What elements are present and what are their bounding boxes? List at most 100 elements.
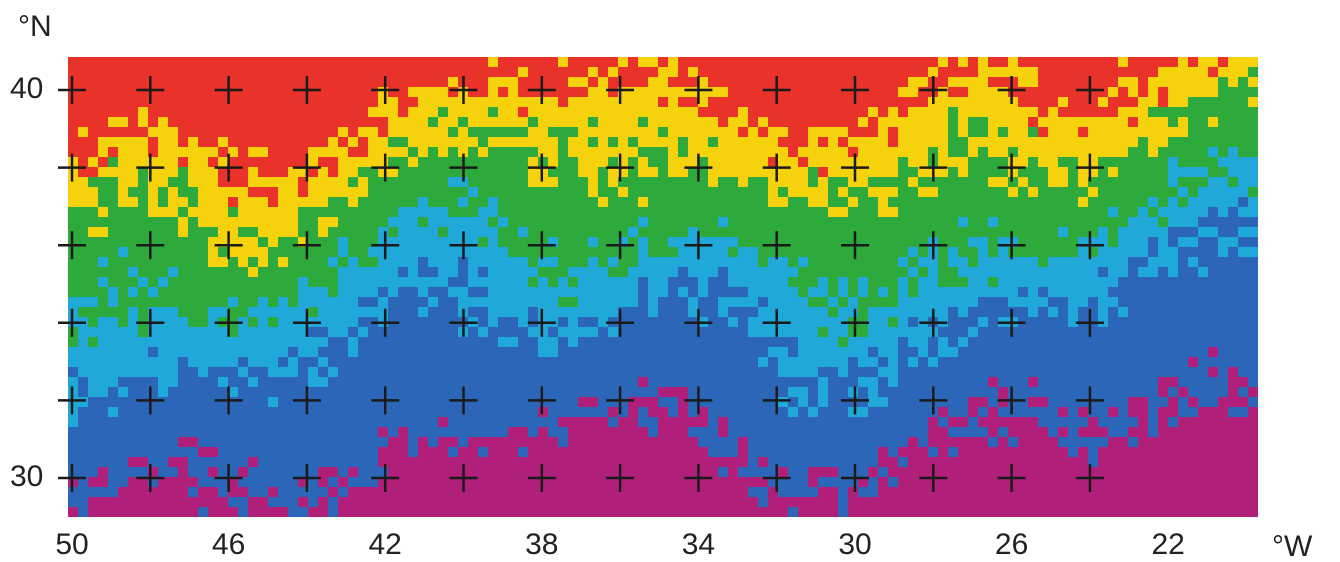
field-cell [108, 137, 118, 147]
field-cell [308, 307, 318, 317]
field-cell [1238, 57, 1248, 67]
field-cell [148, 437, 158, 447]
field-cell [658, 237, 668, 247]
field-cell [1138, 297, 1148, 307]
field-cell [1138, 247, 1148, 257]
field-cell [248, 77, 258, 87]
field-cell [558, 367, 568, 377]
field-cell [568, 337, 578, 347]
field-cell [388, 257, 398, 267]
field-cell [818, 227, 828, 237]
field-cell [278, 247, 288, 257]
field-cell [258, 87, 268, 97]
field-cell [378, 247, 388, 257]
field-cell [738, 407, 748, 417]
field-cell [668, 97, 678, 107]
field-cell [678, 407, 688, 417]
field-cell [958, 117, 968, 127]
field-cell [828, 227, 838, 237]
field-cell [818, 127, 828, 137]
field-cell [378, 157, 388, 167]
field-cell [668, 447, 678, 457]
field-cell [748, 57, 758, 67]
field-cell [1188, 327, 1198, 337]
field-cell [1108, 317, 1118, 327]
field-cell [1188, 317, 1198, 327]
field-cell [468, 467, 478, 477]
field-cell [408, 87, 418, 97]
field-cell [378, 417, 388, 427]
field-cell [318, 417, 328, 427]
field-cell [1168, 227, 1178, 237]
field-cell [1038, 147, 1048, 157]
field-cell [1138, 417, 1148, 427]
field-cell [388, 127, 398, 137]
field-cell [828, 97, 838, 107]
field-cell [1218, 377, 1228, 387]
field-cell [938, 207, 948, 217]
field-cell [378, 427, 388, 437]
field-cell [798, 217, 808, 227]
field-cell [1008, 447, 1018, 457]
field-cell [78, 337, 88, 347]
field-cell [208, 307, 218, 317]
field-cell [768, 167, 778, 177]
field-cell [608, 57, 618, 67]
field-cell [1098, 407, 1108, 417]
field-cell [228, 107, 238, 117]
field-cell [418, 227, 428, 237]
field-cell [708, 327, 718, 337]
field-cell [448, 117, 458, 127]
field-cell [888, 277, 898, 287]
field-cell [178, 247, 188, 257]
field-cell [648, 377, 658, 387]
field-cell [368, 337, 378, 347]
field-cell [738, 417, 748, 427]
field-cell [208, 417, 218, 427]
field-cell [968, 157, 978, 167]
field-cell [338, 67, 348, 77]
field-cell [488, 57, 498, 67]
field-cell [1038, 297, 1048, 307]
field-cell [968, 237, 978, 247]
field-cell [818, 187, 828, 197]
field-cell [1048, 347, 1058, 357]
field-cell [88, 317, 98, 327]
field-cell [378, 397, 388, 407]
field-cell [918, 397, 928, 407]
field-cell [1198, 117, 1208, 127]
field-cell [158, 167, 168, 177]
field-cell [958, 207, 968, 217]
field-cell [818, 67, 828, 77]
field-cell [288, 327, 298, 337]
field-cell [1118, 377, 1128, 387]
field-cell [1038, 437, 1048, 447]
field-cell [828, 367, 838, 377]
field-cell [788, 157, 798, 167]
field-cell [78, 157, 88, 167]
field-cell [288, 157, 298, 167]
field-cell [428, 127, 438, 137]
field-cell [228, 217, 238, 227]
field-cell [68, 357, 78, 367]
field-cell [798, 227, 808, 237]
field-cell [838, 87, 848, 97]
field-cell [428, 457, 438, 467]
field-cell [178, 437, 188, 447]
field-cell [1048, 277, 1058, 287]
field-cell [508, 347, 518, 357]
field-cell [708, 317, 718, 327]
field-cell [688, 217, 698, 227]
field-cell [228, 417, 238, 427]
field-cell [258, 377, 268, 387]
field-cell [858, 367, 868, 377]
field-cell [708, 307, 718, 317]
field-cell [1108, 167, 1118, 177]
field-cell [868, 387, 878, 397]
field-cell [598, 417, 608, 427]
field-cell [1238, 327, 1248, 337]
field-cell [758, 67, 768, 77]
field-cell [208, 117, 218, 127]
field-cell [338, 447, 348, 457]
field-cell [78, 147, 88, 157]
